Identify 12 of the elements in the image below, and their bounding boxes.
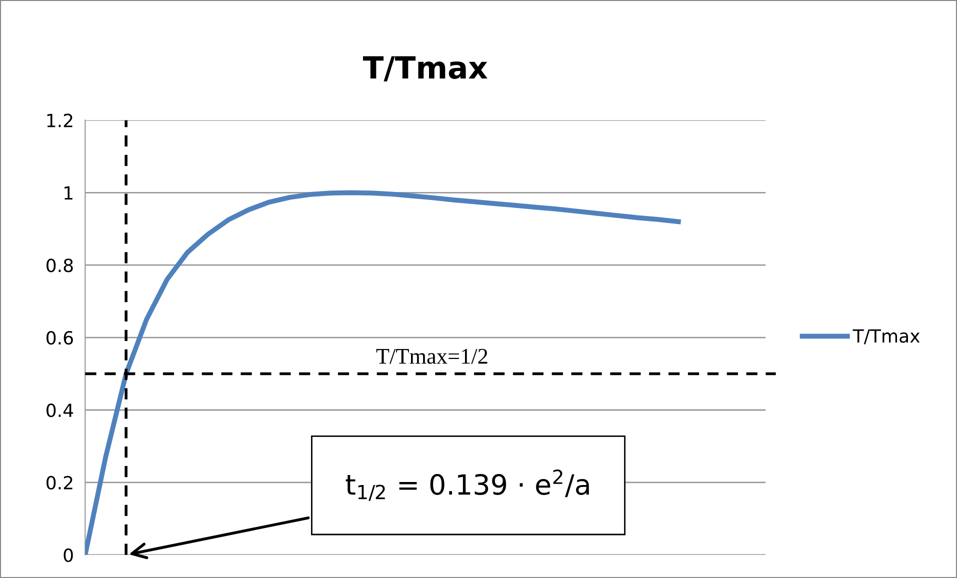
legend-label: T/Tmax (852, 329, 920, 344)
chart-title: T/Tmax (363, 56, 488, 82)
y-tick-label: 0 (64, 548, 73, 562)
ref-line-label: T/Tmax=1/2 (376, 348, 488, 364)
y-tick-label: 0.2 (46, 476, 72, 490)
annotation: t$_{1/2}$ = 0.139 · e$^{2}$/a (346, 470, 589, 501)
y-tick-label: 0.4 (46, 403, 74, 418)
y-tick-label: 1.2 (47, 114, 72, 128)
y-tick-label: 0.8 (46, 258, 73, 272)
y-tick-label: 1 (64, 186, 72, 200)
line-series (85, 190, 681, 555)
y-tick-label: 0.6 (46, 331, 73, 345)
